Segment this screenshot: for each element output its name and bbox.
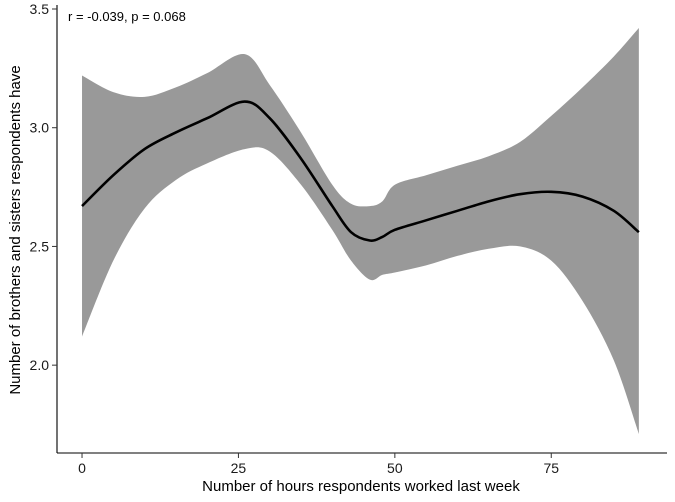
plot-area [81,27,640,435]
x-tick-label: 25 [231,460,247,476]
stat-annotation: r = -0.039, p = 0.068 [68,9,186,24]
x-tick-label: 75 [543,460,559,476]
axes: 0 25 50 75 2.0 2.5 3.0 3.5 [30,1,667,476]
confidence-ribbon [82,27,639,435]
y-tick-label: 3.5 [30,1,50,17]
x-axis-title: Number of hours respondents worked last … [202,478,520,495]
y-tick-label: 2.0 [30,357,50,373]
y-tick-label: 2.5 [30,238,50,254]
y-tick-label: 3.0 [30,120,50,136]
fit-line [81,100,640,242]
x-tick-label: 0 [78,460,86,476]
x-tick-label: 50 [387,460,403,476]
y-axis-title: Number of brothers and sisters responden… [7,65,24,394]
